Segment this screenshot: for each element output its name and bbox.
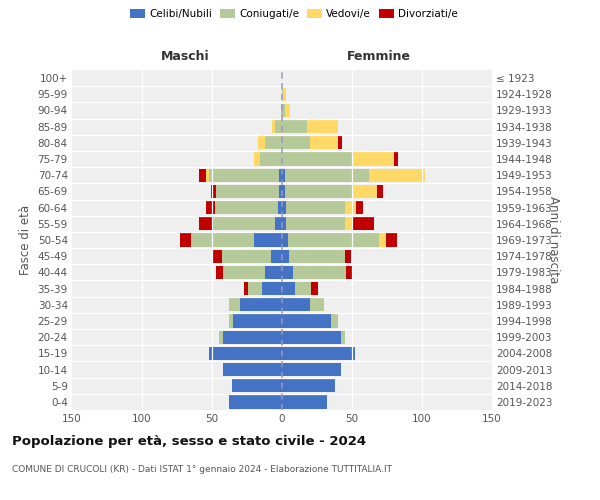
Bar bbox=[341, 330, 345, 344]
Bar bbox=[283, 88, 286, 101]
Bar bbox=[206, 201, 215, 214]
Bar bbox=[282, 314, 331, 328]
Bar bbox=[345, 250, 350, 263]
Bar bbox=[279, 168, 282, 182]
Bar bbox=[229, 396, 282, 408]
Bar bbox=[262, 282, 282, 295]
Bar bbox=[282, 168, 285, 182]
Bar bbox=[281, 104, 282, 117]
Bar bbox=[282, 234, 287, 246]
Bar bbox=[379, 234, 386, 246]
Bar bbox=[211, 185, 216, 198]
Bar bbox=[254, 234, 282, 246]
Bar bbox=[287, 234, 379, 246]
Bar bbox=[216, 185, 279, 198]
Bar bbox=[191, 234, 254, 246]
Bar bbox=[352, 185, 377, 198]
Bar bbox=[216, 266, 223, 279]
Bar bbox=[307, 120, 338, 134]
Bar bbox=[260, 152, 282, 166]
Bar bbox=[275, 120, 282, 134]
Text: COMUNE DI CRUCOLI (KR) - Dati ISTAT 1° gennaio 2024 - Elaborazione TUTTITALIA.IT: COMUNE DI CRUCOLI (KR) - Dati ISTAT 1° g… bbox=[12, 465, 392, 474]
Bar bbox=[289, 250, 345, 263]
Bar bbox=[282, 104, 285, 117]
Bar bbox=[293, 266, 346, 279]
Bar bbox=[209, 168, 279, 182]
Bar bbox=[282, 152, 352, 166]
Bar bbox=[282, 217, 286, 230]
Bar bbox=[278, 201, 282, 214]
Bar bbox=[282, 120, 307, 134]
Bar bbox=[286, 201, 345, 214]
Bar bbox=[229, 298, 240, 312]
Bar bbox=[279, 185, 282, 198]
Bar bbox=[282, 201, 286, 214]
Bar bbox=[286, 217, 345, 230]
Bar bbox=[356, 201, 363, 214]
Bar bbox=[282, 88, 283, 101]
Bar bbox=[386, 234, 397, 246]
Bar bbox=[295, 282, 311, 295]
Bar bbox=[353, 217, 374, 230]
Bar bbox=[214, 250, 222, 263]
Bar bbox=[248, 282, 262, 295]
Bar bbox=[275, 217, 282, 230]
Bar bbox=[282, 250, 289, 263]
Bar bbox=[394, 152, 398, 166]
Text: Femmine: Femmine bbox=[347, 50, 410, 63]
Bar bbox=[223, 266, 265, 279]
Bar bbox=[282, 282, 295, 295]
Bar bbox=[199, 168, 206, 182]
Text: Maschi: Maschi bbox=[161, 50, 210, 63]
Bar bbox=[369, 168, 425, 182]
Bar bbox=[223, 330, 282, 344]
Bar bbox=[282, 298, 310, 312]
Text: Popolazione per età, sesso e stato civile - 2024: Popolazione per età, sesso e stato civil… bbox=[12, 435, 366, 448]
Y-axis label: Fasce di età: Fasce di età bbox=[19, 205, 32, 275]
Bar bbox=[180, 234, 191, 246]
Bar bbox=[285, 185, 352, 198]
Bar bbox=[345, 201, 356, 214]
Bar bbox=[282, 363, 341, 376]
Bar bbox=[345, 217, 353, 230]
Bar bbox=[282, 330, 341, 344]
Bar bbox=[285, 104, 290, 117]
Bar bbox=[310, 298, 324, 312]
Bar bbox=[272, 120, 275, 134]
Bar bbox=[346, 266, 353, 279]
Bar bbox=[209, 346, 282, 360]
Bar bbox=[377, 185, 383, 198]
Bar bbox=[331, 314, 338, 328]
Bar bbox=[352, 152, 394, 166]
Bar bbox=[233, 314, 282, 328]
Bar bbox=[282, 185, 285, 198]
Bar bbox=[310, 136, 338, 149]
Bar bbox=[219, 330, 223, 344]
Bar bbox=[311, 282, 319, 295]
Bar bbox=[282, 396, 327, 408]
Bar bbox=[215, 201, 278, 214]
Bar bbox=[223, 363, 282, 376]
Bar bbox=[285, 168, 369, 182]
Bar bbox=[271, 250, 282, 263]
Bar bbox=[222, 250, 271, 263]
Bar bbox=[199, 217, 212, 230]
Bar bbox=[282, 346, 355, 360]
Bar bbox=[229, 314, 233, 328]
Bar bbox=[282, 136, 310, 149]
Y-axis label: Anni di nascita: Anni di nascita bbox=[547, 196, 560, 284]
Bar bbox=[240, 298, 282, 312]
Bar bbox=[206, 168, 209, 182]
Bar bbox=[338, 136, 342, 149]
Bar bbox=[265, 136, 282, 149]
Bar bbox=[282, 379, 335, 392]
Legend: Celibi/Nubili, Coniugati/e, Vedovi/e, Divorziati/e: Celibi/Nubili, Coniugati/e, Vedovi/e, Di… bbox=[126, 5, 462, 24]
Bar bbox=[258, 136, 265, 149]
Bar bbox=[265, 266, 282, 279]
Bar bbox=[232, 379, 282, 392]
Bar bbox=[254, 152, 260, 166]
Bar bbox=[212, 217, 275, 230]
Bar bbox=[282, 266, 293, 279]
Bar bbox=[244, 282, 248, 295]
